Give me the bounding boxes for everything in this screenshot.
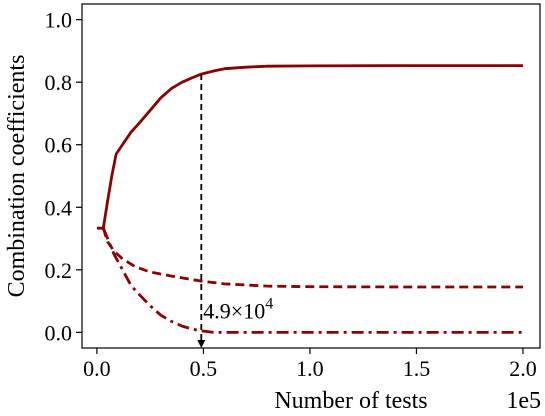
x-axis-ticks: 0.0 0.5 1.0 1.5 2.0	[83, 348, 537, 381]
series-line-solid	[96, 64, 523, 230]
series-line-dashed	[101, 227, 523, 289]
annotation-group: 4.9×104	[197, 74, 273, 348]
y-axis-title: Combination coefficients	[4, 55, 30, 298]
y-tick-label: 1.0	[45, 8, 73, 33]
annotation-label: 4.9×104	[203, 295, 273, 323]
annotation-exponent: 4	[265, 295, 273, 312]
annotation-times: ×	[231, 298, 243, 323]
y-tick-label: 0.2	[45, 258, 73, 283]
x-axis-title: Number of tests	[274, 388, 427, 414]
y-tick-label: 0.0	[45, 320, 73, 345]
y-tick-label: 0.6	[45, 133, 73, 158]
annotation-base: 10	[243, 298, 265, 323]
x-tick-label: 0.0	[83, 356, 111, 381]
x-axis-offset-label: 1e5	[506, 388, 541, 414]
y-tick-label: 0.8	[45, 70, 73, 95]
plot-marks	[96, 64, 523, 334]
x-tick-label: 1.0	[296, 356, 324, 381]
y-axis-ticks: 0.0 0.2 0.4 0.6 0.8 1.0	[45, 8, 82, 345]
x-tick-label: 0.5	[190, 356, 218, 381]
x-tick-label: 1.5	[403, 356, 431, 381]
annotation-mantissa: 4.9	[203, 298, 231, 323]
series-line-dashdot	[102, 227, 523, 334]
y-tick-label: 0.4	[45, 195, 73, 220]
plot-frame	[81, 3, 541, 349]
annotation-arrowhead	[197, 340, 206, 348]
x-tick-label: 2.0	[509, 356, 537, 381]
